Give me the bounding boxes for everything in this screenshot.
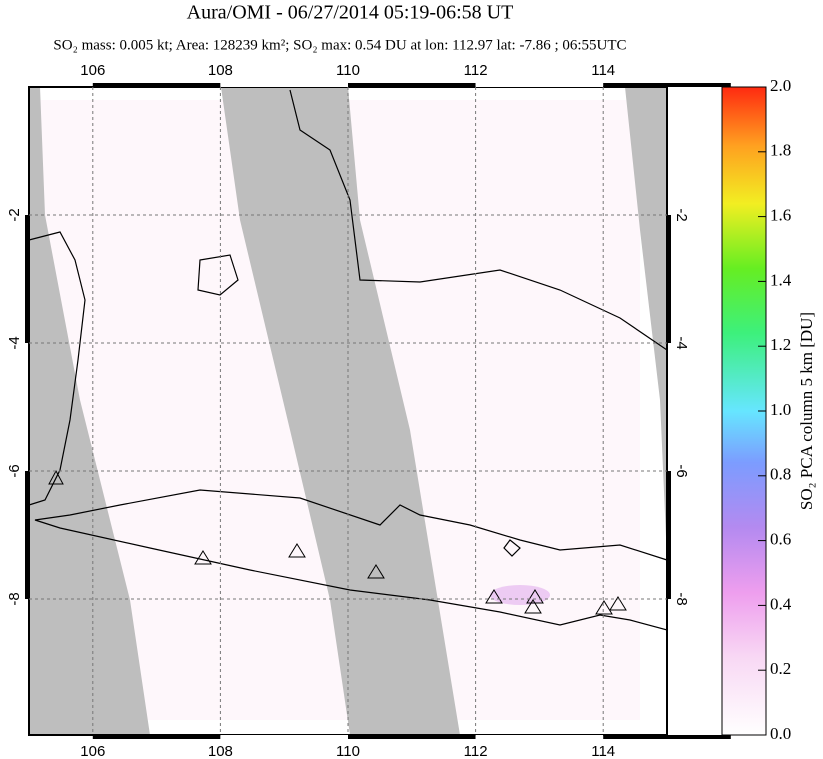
frame-tick	[92, 735, 221, 739]
x-tick-label: 108	[208, 743, 233, 759]
frame-tick	[475, 83, 604, 87]
x-tick-label: 108	[208, 62, 233, 79]
frame-tick	[220, 83, 348, 87]
frame-tick	[25, 471, 29, 599]
so2-plume	[490, 585, 550, 605]
y-tick-label: -8	[6, 592, 23, 605]
x-tick-label: 106	[80, 62, 105, 79]
no-data-swath	[221, 87, 460, 735]
frame-tick	[92, 83, 221, 87]
frame-tick	[220, 735, 348, 739]
x-tick-label: 110	[336, 743, 360, 759]
colorbar-tick-label: 1.0	[770, 400, 791, 419]
no-data-swath	[625, 87, 667, 560]
colorbar-tick-label: 0.8	[770, 465, 791, 484]
frame-tick	[25, 215, 29, 343]
frame-tick	[475, 735, 604, 739]
subtitle: SO₂ mass: 0.005 kt; Area: 128239 km²; SO…	[53, 37, 626, 53]
x-tick-label: 112	[464, 743, 488, 759]
colorbar-label: SO₂ PCA column 5 km [DU]	[797, 312, 816, 510]
x-tick-label: 112	[464, 62, 488, 79]
map	[28, 86, 668, 736]
colorbar-tick-label: 2.0	[770, 76, 791, 95]
colorbar-tick-label: 0.6	[770, 530, 791, 549]
frame-tick	[603, 83, 731, 87]
y-tick-label: -8	[673, 592, 690, 605]
y-tick-label: -2	[6, 208, 23, 221]
colorbar-tick-label: 1.6	[770, 206, 791, 225]
frame-tick	[667, 215, 671, 343]
colorbar-tick-label: 0.2	[770, 659, 791, 678]
no-data-swath	[29, 87, 150, 735]
x-tick-label: 110	[336, 62, 360, 79]
colorbar-tick-label: 1.8	[770, 141, 791, 160]
y-tick-label: -4	[6, 336, 23, 349]
y-tick-label: -6	[6, 464, 23, 477]
colorbar-tick-label: 0.4	[770, 594, 792, 613]
frame-tick	[348, 83, 476, 87]
y-tick-label: -6	[673, 464, 690, 477]
frame-tick	[348, 735, 476, 739]
y-tick-label: -2	[673, 208, 690, 221]
x-tick-label: 106	[80, 743, 105, 759]
colorbar-tick-label: 1.2	[770, 335, 791, 354]
x-tick-label: 114	[591, 62, 615, 79]
colorbar-tick-label: 0.0	[770, 724, 791, 743]
colorbar-tick-label: 1.4	[770, 270, 792, 289]
y-tick-label: -4	[673, 336, 690, 349]
title: Aura/OMI - 06/27/2014 05:19-06:58 UT	[187, 2, 514, 24]
frame-tick	[603, 735, 731, 739]
coastlines	[28, 89, 668, 631]
x-tick-label: 114	[591, 743, 615, 759]
frame-tick	[667, 471, 671, 599]
volcanoes	[48, 469, 627, 615]
